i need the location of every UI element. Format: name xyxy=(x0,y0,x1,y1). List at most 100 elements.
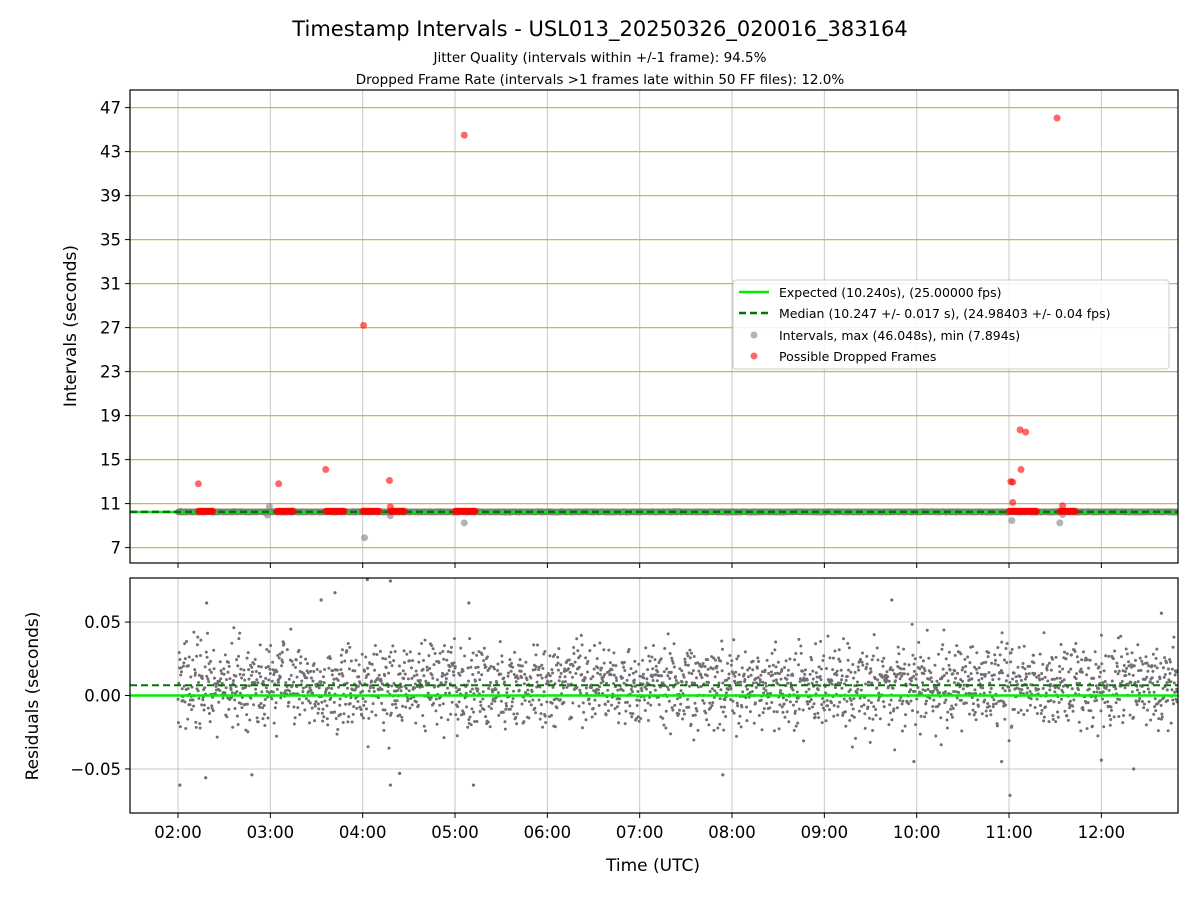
residual-point xyxy=(703,664,707,668)
residual-point xyxy=(759,698,763,702)
residual-point xyxy=(556,661,560,665)
residual-point xyxy=(786,681,790,685)
residual-point xyxy=(423,729,427,733)
residual-point xyxy=(799,644,803,648)
residual-point xyxy=(244,728,248,732)
residual-point xyxy=(449,712,453,716)
residual-point xyxy=(611,663,615,667)
residual-point xyxy=(629,711,633,715)
residual-point xyxy=(227,664,231,668)
residual-point xyxy=(799,651,803,655)
residual-point xyxy=(326,686,330,690)
residual-point xyxy=(783,715,787,719)
residual-point xyxy=(771,673,775,677)
residual-point xyxy=(587,702,591,706)
residual-point xyxy=(370,679,374,683)
residual-point xyxy=(178,657,182,661)
residual-point xyxy=(327,666,331,670)
residual-point xyxy=(726,661,730,665)
residual-point xyxy=(684,663,688,667)
residual-point xyxy=(713,675,717,679)
residual-point xyxy=(580,643,584,647)
residual-point xyxy=(414,721,418,725)
residual-point xyxy=(746,675,750,679)
residual-point xyxy=(792,728,796,732)
residual-point xyxy=(404,686,408,690)
residual-point xyxy=(275,687,279,691)
residual-point xyxy=(635,704,639,708)
dropped-frame-0 xyxy=(194,480,202,488)
residual-point xyxy=(193,668,197,672)
residual-point xyxy=(666,674,670,678)
residual-point xyxy=(360,652,364,656)
residual-point xyxy=(591,707,595,711)
residual-point xyxy=(309,669,313,673)
residual-point xyxy=(262,712,266,716)
residual-point xyxy=(676,697,680,701)
residual-point xyxy=(691,713,695,717)
residual-point xyxy=(466,679,470,683)
residual-point xyxy=(266,664,270,668)
residual-point xyxy=(398,672,402,676)
residual-point xyxy=(259,702,263,706)
residual-point xyxy=(762,707,766,711)
residual-point xyxy=(401,704,405,708)
residual-point xyxy=(616,688,620,692)
residual-point xyxy=(454,685,458,689)
residual-point xyxy=(453,665,457,669)
residual-point xyxy=(355,706,359,710)
residual-point xyxy=(717,681,721,685)
residual-point xyxy=(380,688,384,691)
residual-point xyxy=(687,671,691,675)
residual-point xyxy=(546,680,550,684)
intervals-ytick-label-5: 27 xyxy=(100,319,121,338)
residual-point xyxy=(468,690,472,694)
residual-point xyxy=(349,696,353,700)
residual-point xyxy=(297,697,301,701)
residual-point xyxy=(680,669,684,673)
residual-point xyxy=(397,686,401,690)
residual-point xyxy=(425,668,429,672)
legend-intervals-swatch xyxy=(750,331,758,339)
residual-point xyxy=(683,657,687,661)
residual-point xyxy=(383,657,387,661)
residual-point xyxy=(197,673,201,677)
residual-point xyxy=(270,679,274,683)
residual-point xyxy=(631,671,635,675)
residual-point xyxy=(348,645,352,649)
residual-point xyxy=(618,697,622,701)
residual-point xyxy=(722,705,726,709)
residual-point xyxy=(631,712,635,716)
residual-point xyxy=(655,679,659,683)
residual-point xyxy=(367,689,371,693)
residual-point xyxy=(696,685,700,689)
residual-point xyxy=(744,696,748,700)
residual-point xyxy=(531,698,535,702)
residual-point xyxy=(455,734,459,738)
residual-point xyxy=(523,672,527,676)
residual-point xyxy=(624,709,628,713)
residual-point xyxy=(480,673,484,677)
residual-point xyxy=(548,674,552,678)
residual-point xyxy=(482,708,486,712)
residual-point xyxy=(332,681,336,685)
residual-point xyxy=(543,650,547,654)
residual-point xyxy=(797,663,800,667)
residual-point xyxy=(347,715,351,719)
residual-point xyxy=(662,670,666,674)
residual-point xyxy=(390,684,394,688)
residual-point xyxy=(638,681,642,685)
residual-point xyxy=(236,722,240,726)
residual-point xyxy=(727,672,731,676)
residual-point xyxy=(719,688,723,692)
residual-point xyxy=(738,714,742,718)
residual-point xyxy=(677,712,681,716)
residual-point xyxy=(293,716,297,720)
residual-point xyxy=(395,699,399,703)
residual-point xyxy=(394,706,398,710)
residual-point xyxy=(272,721,276,725)
residual-point xyxy=(646,718,650,722)
residual-point xyxy=(441,671,444,675)
residual-point xyxy=(500,654,504,658)
legend-intervals-label: Intervals, max (46.048s), min (7.894s) xyxy=(779,328,1020,343)
